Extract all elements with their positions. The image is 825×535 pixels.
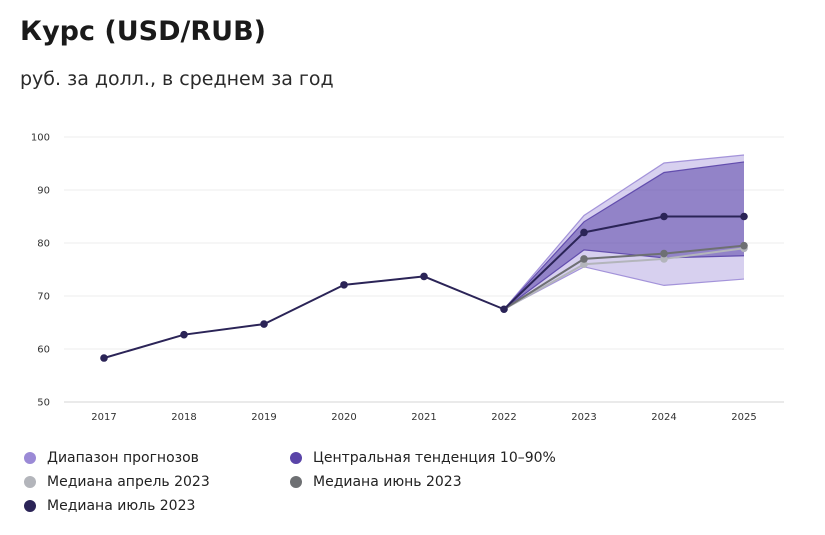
y-tick-label: 50 bbox=[37, 398, 50, 409]
legend-item-median-june: Медиана июнь 2023 bbox=[290, 474, 462, 490]
x-tick-label: 2018 bbox=[171, 412, 196, 423]
chart-title: Курс (USD/RUB) bbox=[20, 16, 267, 47]
median-july-point-2021 bbox=[420, 272, 428, 281]
x-tick-label: 2023 bbox=[571, 412, 596, 423]
legend-item-range: Диапазон прогнозов bbox=[24, 450, 199, 466]
median-june-point-2025 bbox=[740, 241, 748, 250]
legend-swatch-median-june bbox=[290, 476, 302, 488]
median-july-point-2025 bbox=[740, 212, 748, 221]
y-tick-label: 80 bbox=[37, 239, 50, 250]
legend-item-median-july: Медиана июль 2023 bbox=[24, 498, 195, 514]
central-lower-edge bbox=[503, 249, 745, 310]
line-chart: 50 60 70 80 90 100 2017 2018 2019 2020 2021 2022 202… bbox=[31, 133, 784, 423]
central-tendency-band bbox=[504, 161, 744, 310]
x-tick-label: 2017 bbox=[91, 412, 116, 423]
legend-item-central-tendency: Центральная тенденция 10–90% bbox=[290, 450, 556, 466]
legend-label-median-july: Медиана июль 2023 bbox=[47, 498, 196, 514]
y-tick-label: 90 bbox=[37, 186, 50, 197]
x-tick-label: 2021 bbox=[411, 412, 436, 423]
x-tick-label: 2022 bbox=[491, 412, 516, 423]
x-tick-label: 2019 bbox=[251, 412, 276, 423]
median-july-point-2022 bbox=[500, 305, 508, 314]
legend-swatch-median-april bbox=[24, 476, 36, 488]
chart-subtitle: руб. за долл., в среднем за год bbox=[20, 68, 334, 90]
legend-label-range: Диапазон прогнозов bbox=[47, 450, 199, 466]
x-tick-label: 2024 bbox=[651, 412, 676, 423]
legend-swatch-median-july bbox=[24, 500, 36, 512]
x-tick-label: 2025 bbox=[731, 412, 756, 423]
legend-item-median-april: Медиана апрель 2023 bbox=[24, 474, 210, 490]
median-april-point-2024 bbox=[660, 255, 668, 263]
median-june-line bbox=[503, 244, 745, 311]
legend-label-central-tendency: Центральная тенденция 10–90% bbox=[313, 450, 556, 466]
range-upper-edge bbox=[503, 154, 745, 310]
median-june-point-2023 bbox=[580, 255, 588, 263]
x-tick-label: 2020 bbox=[331, 412, 356, 423]
legend-swatch-central-tendency bbox=[290, 452, 302, 464]
legend-swatch-range bbox=[24, 452, 36, 464]
median-july-point-2017 bbox=[100, 354, 108, 362]
range-lower-edge bbox=[503, 266, 745, 310]
legend-label-median-april: Медиана апрель 2023 bbox=[47, 474, 210, 490]
median-april-line bbox=[503, 247, 745, 311]
y-tick-label: 70 bbox=[37, 292, 50, 303]
central-upper-edge bbox=[503, 161, 745, 310]
legend-label-median-june: Медиана июнь 2023 bbox=[313, 474, 462, 490]
median-june-point-2024 bbox=[660, 249, 668, 258]
median-july-point-2020 bbox=[340, 281, 348, 289]
median-july-point-2018 bbox=[180, 330, 188, 339]
median-april-point-2023 bbox=[580, 260, 588, 269]
y-tick-label: 100 bbox=[31, 133, 50, 144]
median-july-point-2023 bbox=[580, 228, 588, 237]
median-july-point-2019 bbox=[260, 320, 268, 328]
y-tick-label: 60 bbox=[37, 345, 50, 356]
median-july-point-2024 bbox=[660, 212, 668, 221]
